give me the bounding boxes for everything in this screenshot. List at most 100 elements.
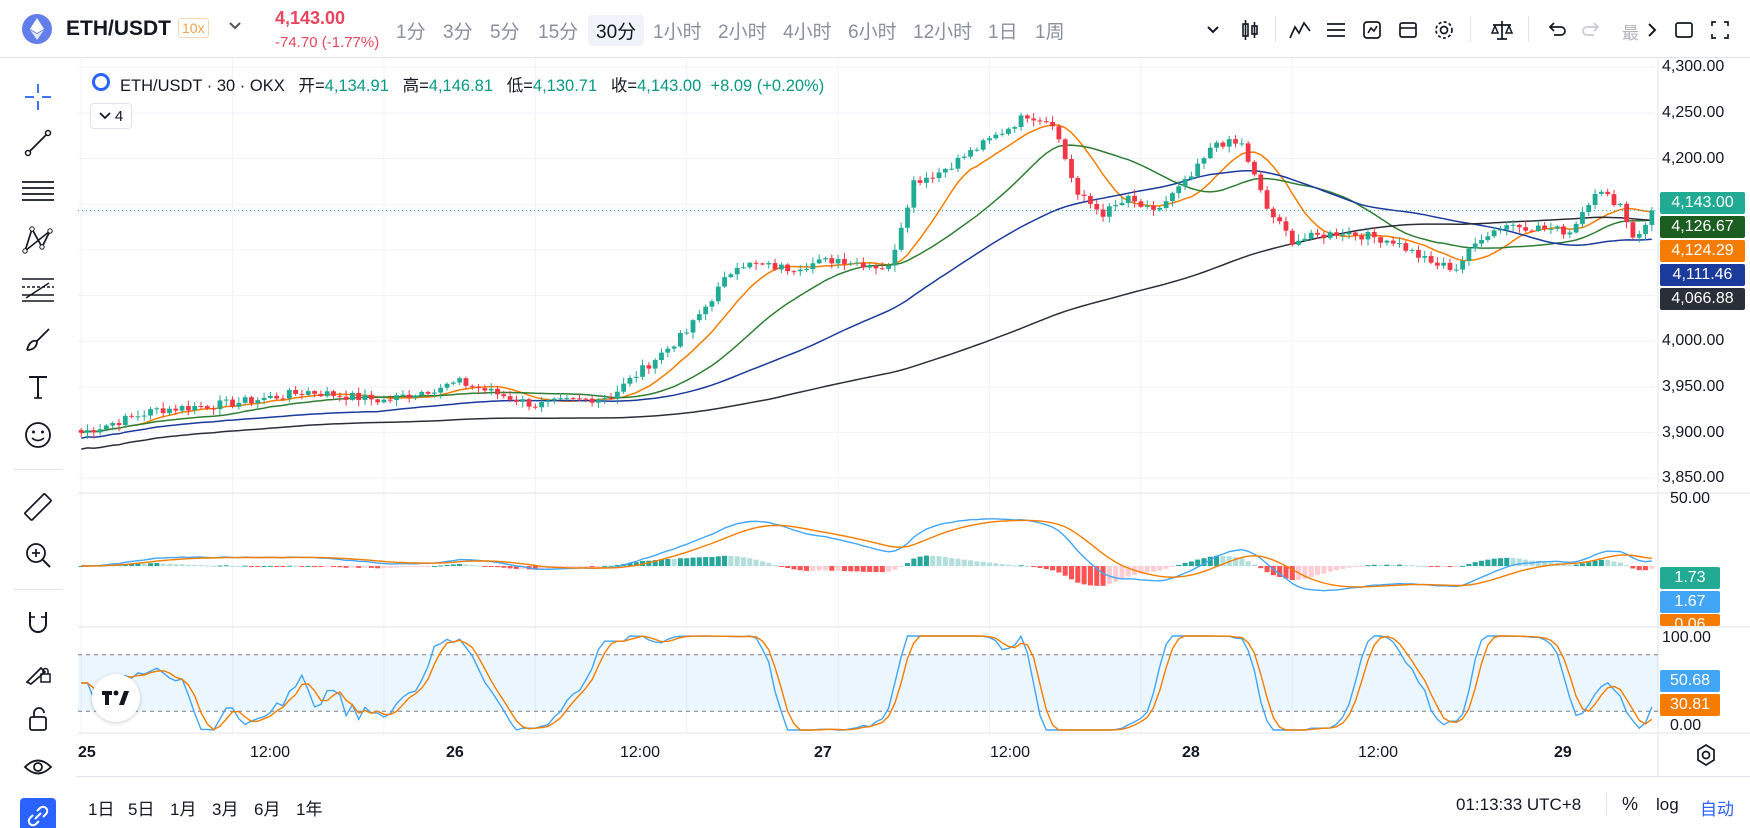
range-1y-button[interactable]: 1年 [296,800,323,819]
macd-histogram-bar [1542,561,1548,567]
indicators-icon[interactable] [1288,18,1312,42]
candle-body [476,386,481,389]
replay-icon[interactable] [1396,18,1420,42]
candle-body [545,400,551,403]
indicators-collapse-button[interactable]: 4 [90,103,132,129]
fib-icon[interactable] [20,271,56,307]
macd-histogram-bar [438,565,444,567]
candle-body [1006,128,1011,134]
candle-body [261,397,267,401]
chevron-down-icon[interactable] [1201,18,1225,42]
macd-histogram-bar [513,566,519,569]
candle-body [400,394,406,396]
chart-settings-icon[interactable] [1694,743,1718,772]
price-tick-label: 4,300.00 [1662,58,1725,76]
range-3m-button[interactable]: 3月 [212,800,239,819]
time-tick-label: 12:00 [1358,744,1399,761]
macd-histogram-bar [1466,563,1472,567]
macd-histogram-bar [1106,566,1112,584]
timeframe-button[interactable]: 1分 [396,22,426,43]
ruler-icon[interactable] [20,489,56,525]
candle-body [879,268,885,270]
alert-icon[interactable] [1360,18,1384,42]
brush-icon[interactable] [20,321,56,357]
candle-body [1151,205,1156,210]
tradingview-logo[interactable] [92,674,140,722]
candle-body [1434,262,1440,266]
unlock-icon[interactable] [20,701,56,737]
candle-body [356,392,362,400]
auto-scale-button[interactable]: 自动 [1700,800,1734,819]
candle-body [255,400,261,404]
timeframe-button[interactable]: 3分 [443,22,473,43]
trend-line-icon[interactable] [20,125,56,161]
settings-gear-icon[interactable] [1432,18,1456,42]
clock-timezone[interactable]: 01:13:33 UTC+8 [1456,795,1582,814]
candle-body [78,429,84,433]
macd-histogram-bar [469,564,475,567]
indicator-count: 4 [114,107,124,125]
timeframe-button[interactable]: 1日 [988,22,1018,43]
candle-body [968,150,973,157]
templates-icon[interactable] [1324,18,1348,42]
text-icon[interactable] [20,369,56,405]
timeframe-button[interactable]: 6小时 [848,22,897,43]
macd-histogram-bar [1220,556,1226,567]
macd-histogram-bar [1630,566,1636,569]
redo-icon[interactable] [1580,18,1604,42]
macd-histogram-bar [1397,564,1403,567]
zoom-in-icon[interactable] [20,537,56,573]
macd-histogram-bar [431,566,437,568]
timeframe-button[interactable]: 12小时 [913,22,973,43]
timeframe-button[interactable]: 1小时 [653,22,702,43]
macd-histogram-bar [1283,566,1289,579]
compare-scale-icon[interactable] [1490,18,1514,42]
log-button[interactable]: log [1656,795,1679,814]
macd-histogram-bar [255,566,261,568]
chevron-right-icon[interactable] [1640,18,1664,42]
candle-body [1163,201,1169,209]
lock-drawing-icon[interactable] [20,653,56,689]
candle-body [1334,232,1339,236]
timeframe-button[interactable]: 15分 [538,22,579,43]
timeframe-button[interactable]: 4小时 [783,22,832,43]
timeframe-button[interactable]: 5分 [490,22,520,43]
horizontal-lines-icon[interactable] [20,173,56,209]
macd-histogram-bar [772,564,778,567]
price-tag: 4,111.46 [1660,264,1745,286]
chevron-down-icon[interactable] [228,18,242,34]
timeframe-button[interactable]: 30分 [588,15,645,46]
screenshot-icon[interactable] [1708,18,1732,42]
time-tick-label: 12:00 [990,744,1031,761]
undo-icon[interactable] [1544,18,1568,42]
percent-button[interactable]: % [1622,794,1639,814]
price-tick-label: 3,950.00 [1662,377,1725,395]
eye-icon[interactable] [20,749,56,785]
fullscreen-icon[interactable] [1672,18,1696,42]
range-1d-button[interactable]: 1日 [88,800,115,819]
candle-body [1573,223,1579,233]
link-icon[interactable] [20,798,56,828]
range-1m-button[interactable]: 1月 [170,800,197,819]
range-5d-button[interactable]: 5日 [128,800,155,819]
symbol-name[interactable]: ETH/USDT [66,17,171,40]
macd-histogram-bar [1649,566,1655,569]
emoji-icon[interactable] [20,417,56,453]
pattern-icon[interactable] [20,222,56,258]
magnet-icon[interactable] [20,605,56,641]
macd-histogram-bar [904,563,911,567]
timeframe-button[interactable]: 2小时 [718,22,767,43]
timeframe-button[interactable]: 1周 [1035,22,1065,43]
macd-histogram-bar [1075,566,1081,583]
candle-body [659,352,664,361]
candle-body [1157,208,1163,210]
macd-histogram-bar [1302,566,1308,579]
macd-histogram-bar [1479,560,1485,567]
candle-type-icon[interactable] [1238,18,1262,42]
crosshair-icon[interactable] [20,79,56,115]
macd-histogram-bar [1245,561,1251,567]
price-tick-label: 4,250.00 [1662,103,1725,121]
candle-body [299,393,305,395]
range-6m-button[interactable]: 6月 [254,800,281,819]
